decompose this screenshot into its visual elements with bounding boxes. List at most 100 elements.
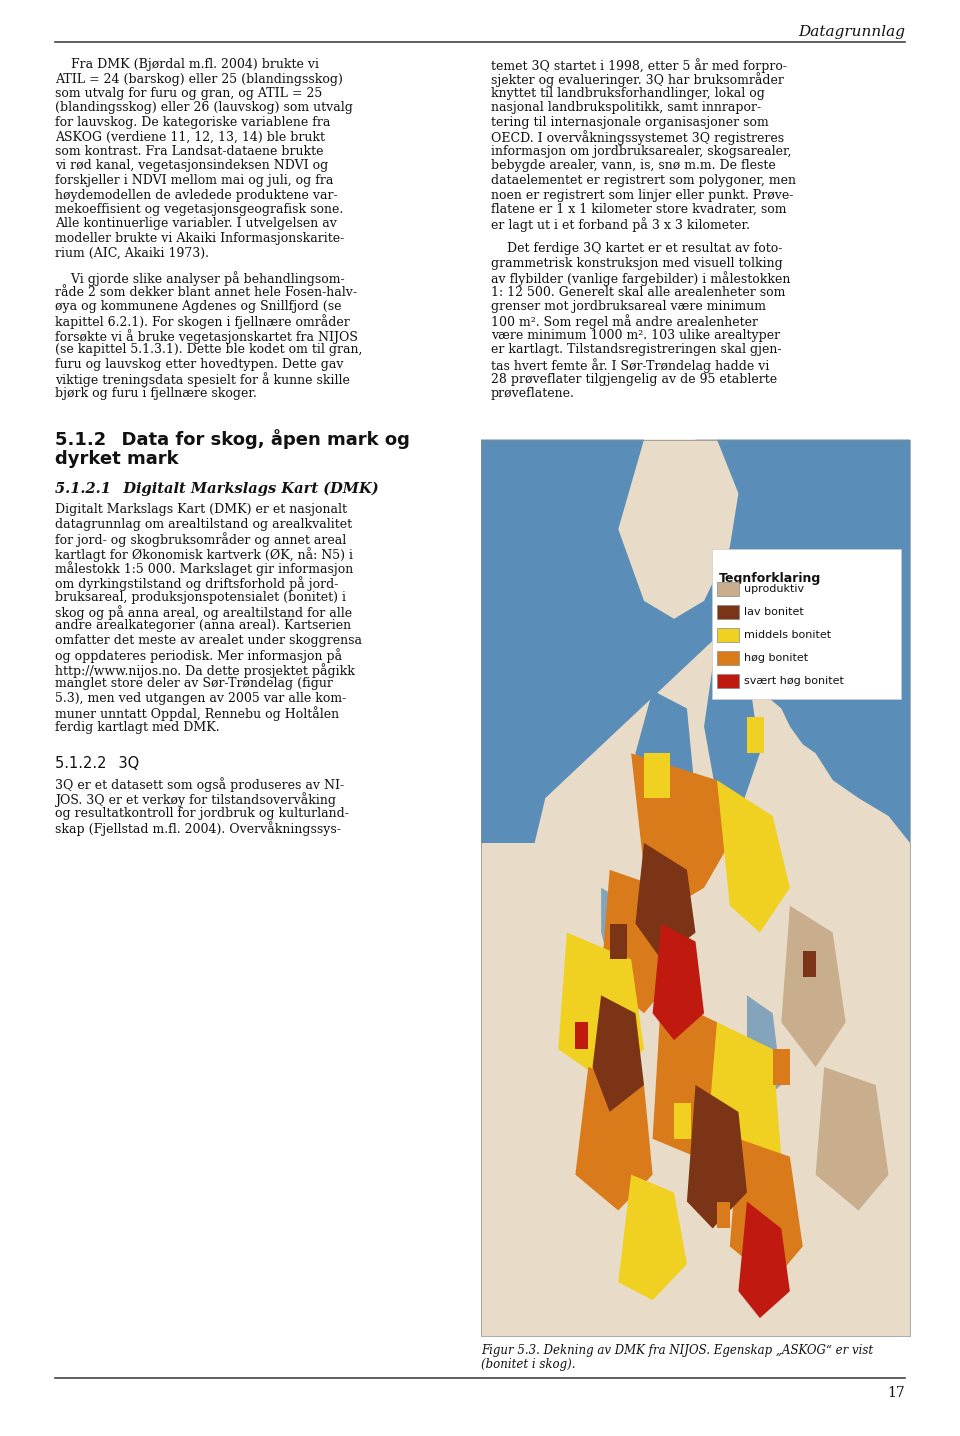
- Text: som kontrast. Fra Landsat-dataene brukte: som kontrast. Fra Landsat-dataene brukte: [55, 145, 324, 158]
- Polygon shape: [747, 995, 781, 1103]
- Polygon shape: [687, 1086, 747, 1228]
- Text: svært høg bonitet: svært høg bonitet: [744, 676, 844, 686]
- Polygon shape: [618, 439, 738, 619]
- Polygon shape: [601, 887, 644, 995]
- Text: målestokk 1:5 000. Markslaget gir informasjon: målestokk 1:5 000. Markslaget gir inform…: [55, 561, 353, 576]
- Text: forskjeller i NDVI mellom mai og juli, og fra: forskjeller i NDVI mellom mai og juli, o…: [55, 174, 333, 187]
- Text: forsøkte vi å bruke vegetasjonskartet fra NIJOS: forsøkte vi å bruke vegetasjonskartet fr…: [55, 329, 358, 343]
- Polygon shape: [695, 439, 910, 636]
- Text: tas hvert femte år. I Sør-Trøndelag hadde vi: tas hvert femte år. I Sør-Trøndelag hadd…: [491, 358, 769, 373]
- Bar: [846, 1147, 863, 1175]
- Text: vi rød kanal, vegetasjonsindeksen NDVI og: vi rød kanal, vegetasjonsindeksen NDVI o…: [55, 159, 328, 172]
- Polygon shape: [592, 995, 644, 1111]
- Bar: [747, 718, 764, 754]
- Text: knyttet til landbruksforhandlinger, lokal og: knyttet til landbruksforhandlinger, loka…: [491, 88, 765, 101]
- Text: som utvalg for furu og gran, og ATIL = 25: som utvalg for furu og gran, og ATIL = 2…: [55, 88, 323, 101]
- Polygon shape: [717, 780, 790, 932]
- Text: 5.1.2  Data for skog, åpen mark og: 5.1.2 Data for skog, åpen mark og: [55, 429, 410, 449]
- Text: JOS. 3Q er et verkøy for tilstandsovervåking: JOS. 3Q er et verkøy for tilstandsovervå…: [55, 793, 336, 807]
- Text: sjekter og evalueringer. 3Q har bruksområder: sjekter og evalueringer. 3Q har bruksomr…: [491, 72, 784, 88]
- Text: uproduktiv: uproduktiv: [744, 584, 804, 595]
- Text: ferdig kartlagt med DMK.: ferdig kartlagt med DMK.: [55, 721, 220, 734]
- Text: bebygde arealer, vann, is, snø m.m. De fleste: bebygde arealer, vann, is, snø m.m. De f…: [491, 159, 776, 172]
- Text: Datagrunnlag: Datagrunnlag: [798, 24, 905, 39]
- Text: grenser mot jordbruksareal være minimum: grenser mot jordbruksareal være minimum: [491, 300, 766, 313]
- Polygon shape: [481, 636, 910, 1335]
- Bar: [481, 439, 910, 1335]
- Bar: [610, 923, 627, 959]
- Text: Fra DMK (Bjørdal m.fl. 2004) brukte vi: Fra DMK (Bjørdal m.fl. 2004) brukte vi: [55, 57, 319, 70]
- Text: viktige treningsdata spesielt for å kunne skille: viktige treningsdata spesielt for å kunn…: [55, 372, 349, 388]
- Text: tering til internasjonale organisasjoner som: tering til internasjonale organisasjoner…: [491, 116, 769, 129]
- Text: Figur 5.3. Dekning av DMK fra NIJOS. Egenskap „ASKOG“ er vist: Figur 5.3. Dekning av DMK fra NIJOS. Ege…: [481, 1344, 874, 1357]
- Bar: [712, 549, 900, 699]
- Text: om dyrkingstilstand og driftsforhold på jord-: om dyrkingstilstand og driftsforhold på …: [55, 576, 338, 590]
- Text: (blandingsskog) eller 26 (lauvskog) som utvalg: (blandingsskog) eller 26 (lauvskog) som …: [55, 102, 353, 115]
- Polygon shape: [704, 1022, 781, 1202]
- Polygon shape: [653, 995, 730, 1157]
- Text: skog og på anna areal, og arealtilstand for alle: skog og på anna areal, og arealtilstand …: [55, 605, 352, 620]
- Text: andre arealkategorier (anna areal). Kartserien: andre arealkategorier (anna areal). Kart…: [55, 619, 351, 632]
- Polygon shape: [481, 439, 670, 636]
- Text: lav bonitet: lav bonitet: [744, 607, 804, 617]
- Polygon shape: [631, 754, 730, 906]
- Text: manglet store deler av Sør-Trøndelag (figur: manglet store deler av Sør-Trøndelag (fi…: [55, 678, 333, 691]
- Text: temet 3Q startet i 1998, etter 5 år med forpro-: temet 3Q startet i 1998, etter 5 år med …: [491, 57, 787, 73]
- Text: (se kapittel 5.1.3.1). Dette ble kodet om til gran,: (se kapittel 5.1.3.1). Dette ble kodet o…: [55, 343, 362, 356]
- Text: høydemodellen de avledede produktene var-: høydemodellen de avledede produktene var…: [55, 188, 338, 201]
- Text: av flybilder (vanlige fargebilder) i målestokken: av flybilder (vanlige fargebilder) i mål…: [491, 271, 790, 286]
- Text: 17: 17: [887, 1386, 905, 1400]
- Text: 3Q er et datasett som også produseres av NI-: 3Q er et datasett som også produseres av…: [55, 777, 344, 793]
- Polygon shape: [558, 932, 644, 1086]
- Text: og oppdateres periodisk. Mer informasjon på: og oppdateres periodisk. Mer informasjon…: [55, 649, 342, 663]
- Text: middels bonitet: middels bonitet: [744, 630, 831, 640]
- Text: Alle kontinuerlige variabler. I utvelgelsen av: Alle kontinuerlige variabler. I utvelgel…: [55, 217, 337, 231]
- Text: datagrunnlag om arealtilstand og arealkvalitet: datagrunnlag om arealtilstand og arealkv…: [55, 518, 352, 531]
- Polygon shape: [730, 1139, 803, 1282]
- Text: OECD. I overvåkningssystemet 3Q registreres: OECD. I overvåkningssystemet 3Q registre…: [491, 131, 784, 145]
- Text: informasjon om jordbruksarealer, skogsarealer,: informasjon om jordbruksarealer, skogsar…: [491, 145, 791, 158]
- Text: grammetrisk konstruksjon med visuell tolking: grammetrisk konstruksjon med visuell tol…: [491, 257, 782, 270]
- Text: nasjonal landbrukspolitikk, samt innrapor-: nasjonal landbrukspolitikk, samt innrapo…: [491, 102, 761, 115]
- Text: øya og kommunene Agdenes og Snillfjord (se: øya og kommunene Agdenes og Snillfjord (…: [55, 300, 342, 313]
- Text: 28 prøveflater tilgjengelig av de 95 etablerte: 28 prøveflater tilgjengelig av de 95 eta…: [491, 372, 778, 385]
- Text: kapittel 6.2.1). For skogen i fjellnære områder: kapittel 6.2.1). For skogen i fjellnære …: [55, 314, 349, 329]
- Text: noen er registrert som linjer eller punkt. Prøve-: noen er registrert som linjer eller punk…: [491, 188, 793, 201]
- Text: ATIL = 24 (barskog) eller 25 (blandingsskog): ATIL = 24 (barskog) eller 25 (blandingss…: [55, 72, 343, 86]
- Text: modeller brukte vi Akaiki Informasjonskarite-: modeller brukte vi Akaiki Informasjonska…: [55, 233, 345, 246]
- Polygon shape: [781, 906, 846, 1067]
- Text: og resultatkontroll for jordbruk og kulturland-: og resultatkontroll for jordbruk og kult…: [55, 807, 348, 820]
- Text: furu og lauvskog etter hovedtypen. Dette gav: furu og lauvskog etter hovedtypen. Dette…: [55, 358, 344, 370]
- Text: 5.1.2.1  Digitalt Markslags Kart (DMK): 5.1.2.1 Digitalt Markslags Kart (DMK): [55, 481, 378, 495]
- Bar: [773, 1050, 790, 1086]
- Bar: [717, 673, 739, 688]
- Polygon shape: [636, 843, 695, 959]
- Text: 1: 12 500. Generelt skal alle arealenheter som: 1: 12 500. Generelt skal alle arealenhet…: [491, 286, 785, 299]
- Text: kartlagt for Økonomisk kartverk (ØK, nå: N5) i: kartlagt for Økonomisk kartverk (ØK, nå:…: [55, 547, 353, 561]
- Polygon shape: [653, 923, 704, 1040]
- Text: er kartlagt. Tilstandsregistreringen skal gjen-: er kartlagt. Tilstandsregistreringen ska…: [491, 343, 781, 356]
- Bar: [575, 1022, 588, 1050]
- Text: for jord- og skogbruksområder og annet areal: for jord- og skogbruksområder og annet a…: [55, 533, 347, 547]
- Bar: [481, 439, 910, 1335]
- Text: muner unntatt Oppdal, Rennebu og Holtålen: muner unntatt Oppdal, Rennebu og Holtåle…: [55, 707, 339, 721]
- Text: Det ferdige 3Q kartet er et resultat av foto-: Det ferdige 3Q kartet er et resultat av …: [491, 243, 782, 256]
- Bar: [717, 651, 739, 665]
- Text: Vi gjorde slike analyser på behandlingsom-: Vi gjorde slike analyser på behandlingso…: [55, 271, 345, 286]
- Text: rium (AIC, Akaiki 1973).: rium (AIC, Akaiki 1973).: [55, 247, 209, 260]
- Bar: [695, 807, 717, 843]
- Text: Digitalt Markslags Kart (DMK) er et nasjonalt: Digitalt Markslags Kart (DMK) er et nasj…: [55, 504, 347, 517]
- Text: bjørk og furu i fjellnære skoger.: bjørk og furu i fjellnære skoger.: [55, 386, 257, 401]
- Polygon shape: [704, 636, 760, 816]
- Text: 5.1.2.2  3Q: 5.1.2.2 3Q: [55, 755, 139, 771]
- Text: http://www.nijos.no. Da dette prosjektet pågikk: http://www.nijos.no. Da dette prosjektet…: [55, 663, 355, 678]
- Polygon shape: [816, 1067, 889, 1211]
- Text: skap (Fjellstad m.fl. 2004). Overvåkningssys-: skap (Fjellstad m.fl. 2004). Overvåkning…: [55, 821, 341, 836]
- Text: mekoeffisient og vegetasjonsgeografisk sone.: mekoeffisient og vegetasjonsgeografisk s…: [55, 202, 344, 215]
- Bar: [717, 582, 739, 596]
- Text: dataelementet er registrert som polygoner, men: dataelementet er registrert som polygone…: [491, 174, 796, 187]
- Text: ASKOG (verdiene 11, 12, 13, 14) ble brukt: ASKOG (verdiene 11, 12, 13, 14) ble bruk…: [55, 131, 325, 144]
- Text: omfatter det meste av arealet under skoggrensa: omfatter det meste av arealet under skog…: [55, 635, 362, 648]
- Text: er lagt ut i et forband på 3 x 3 kilometer.: er lagt ut i et forband på 3 x 3 kilomet…: [491, 217, 750, 233]
- Text: være minimum 1000 m². 103 ulike arealtyper: være minimum 1000 m². 103 ulike arealtyp…: [491, 329, 780, 342]
